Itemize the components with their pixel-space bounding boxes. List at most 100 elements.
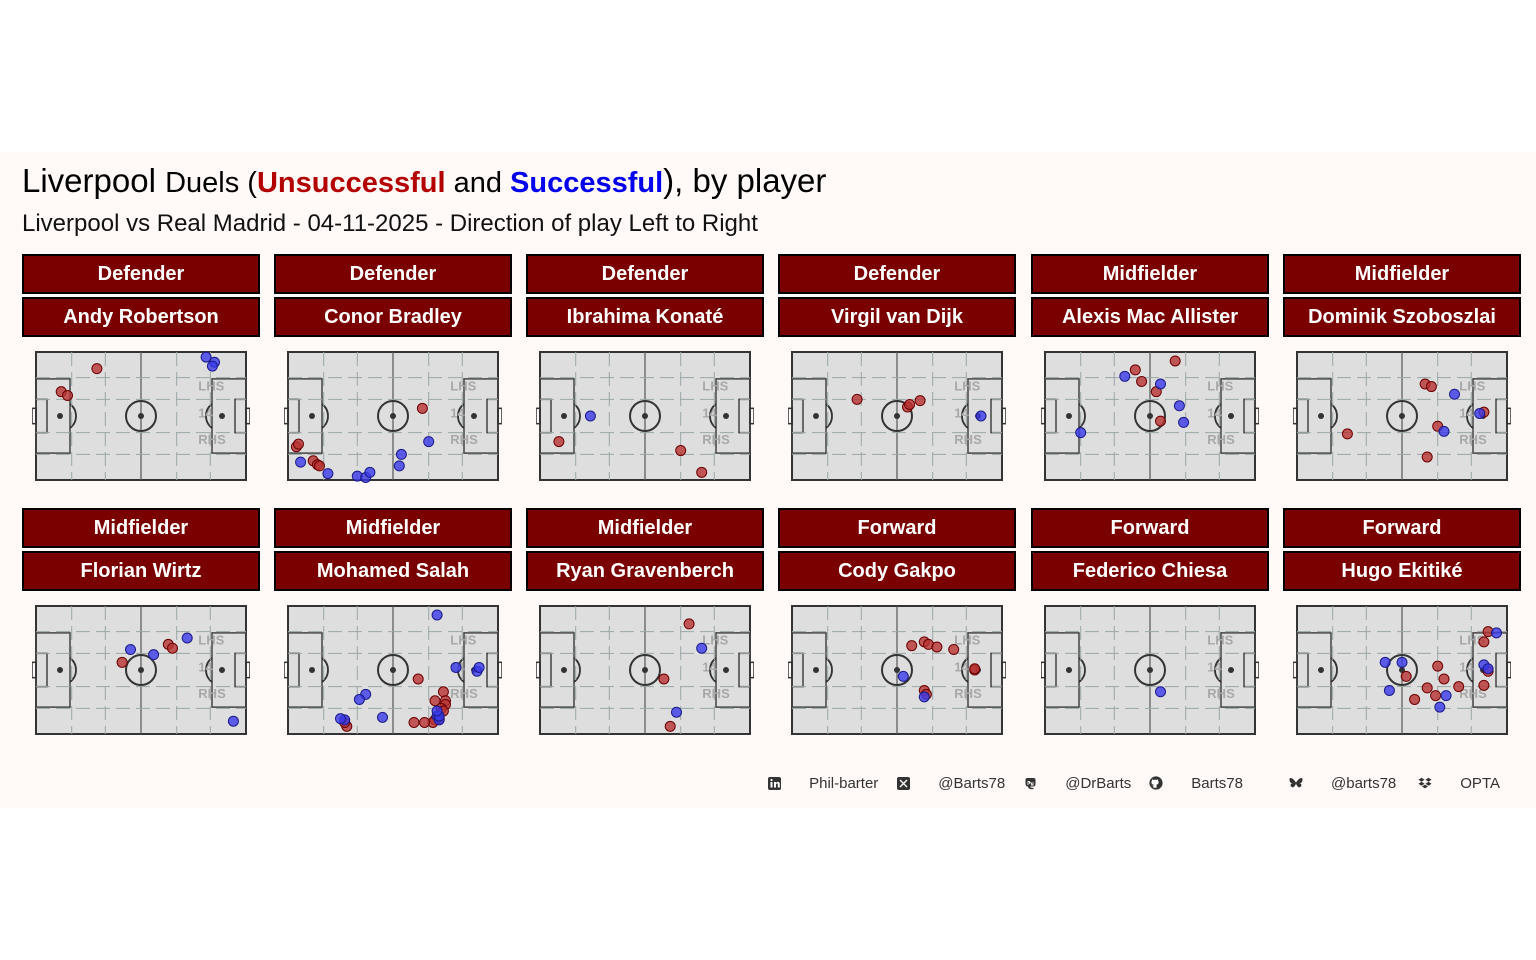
pitch-markings: [1293, 351, 1511, 481]
facet-player-strip: Alexis Mac Allister: [1031, 297, 1269, 337]
duel-point-successful: [897, 670, 909, 682]
facet-position-strip: Midfielder: [526, 508, 764, 548]
duel-point-unsuccessful: [1409, 693, 1421, 705]
duel-point-unsuccessful: [696, 466, 708, 478]
facet-player-strip: Virgil van Dijk: [778, 297, 1016, 337]
facet-position-strip: Forward: [1031, 508, 1269, 548]
channel-label-rhs: RHS: [954, 432, 982, 447]
channel-label-mid: 14: [1207, 405, 1222, 420]
facet-player-strip: Florian Wirtz: [22, 551, 260, 591]
channel-label-mid: 14: [1459, 405, 1474, 420]
duel-point-successful: [1383, 684, 1395, 696]
channel-label-mid: 14: [702, 659, 717, 674]
github-icon[interactable]: [1149, 776, 1163, 790]
facet-position-strip: Midfielder: [1283, 254, 1521, 294]
duel-point-unsuccessful: [664, 720, 676, 732]
duel-point-successful: [335, 713, 346, 725]
title-team: Liverpool: [22, 162, 156, 199]
facet-panel: Forward Cody Gakpo LHS 14 RHS: [778, 508, 1016, 735]
caption-dropbox-text: OPTA: [1460, 774, 1500, 792]
duel-point-unsuccessful: [412, 673, 424, 685]
linkedin-icon[interactable]: [767, 776, 781, 790]
caption-bar: Phil-barter @Barts78 @DrBarts Barts78 @b…: [767, 772, 1500, 794]
channel-label-lhs: LHS: [198, 378, 224, 393]
duel-point-unsuccessful: [1421, 682, 1433, 694]
duel-point-successful: [1482, 663, 1494, 675]
channel-label-lhs: LHS: [954, 378, 980, 393]
channel-label-rhs: RHS: [954, 686, 982, 701]
duel-point-unsuccessful: [904, 398, 916, 410]
pitch-markings: [788, 605, 1006, 735]
channel-label-mid: 14: [1459, 659, 1474, 674]
facet-position-strip: Midfielder: [274, 508, 512, 548]
duel-point-successful: [181, 632, 193, 644]
facet-position-strip: Defender: [274, 254, 512, 294]
duel-point-successful: [1155, 686, 1166, 698]
duel-point-unsuccessful: [1155, 415, 1166, 427]
facet-player-strip: Hugo Ekitiké: [1283, 551, 1521, 591]
title-unsuccessful: Unsuccessful: [256, 167, 446, 199]
duel-point-successful: [227, 715, 239, 727]
duel-point-unsuccessful: [1432, 660, 1444, 672]
caption-x-text: @Barts78: [938, 774, 1006, 792]
duel-point-unsuccessful: [851, 393, 863, 405]
duel-point-successful: [1379, 656, 1391, 668]
pitch-markings: [788, 351, 1006, 481]
title-and: and: [445, 167, 511, 199]
channel-label-rhs: RHS: [1459, 686, 1487, 701]
caption-bluesky-text: @barts78: [1331, 774, 1397, 792]
channel-label-rhs: RHS: [450, 686, 478, 701]
duel-point-successful: [1491, 627, 1502, 639]
duel-point-successful: [395, 448, 407, 460]
duel-point-successful: [148, 649, 160, 661]
facet-position-strip: Defender: [778, 254, 1016, 294]
duel-point-unsuccessful: [437, 686, 449, 698]
duel-point-successful: [1075, 427, 1087, 439]
duel-point-unsuccessful: [1453, 681, 1465, 693]
facet-position-strip: Forward: [1283, 508, 1521, 548]
channel-label-lhs: LHS: [1459, 378, 1485, 393]
facet-player-strip: Mohamed Salah: [274, 551, 512, 591]
x-twitter-icon[interactable]: [896, 776, 910, 790]
pitch-markings: [1041, 605, 1259, 735]
duel-point-successful: [125, 644, 136, 656]
bluesky-icon[interactable]: [1289, 776, 1303, 790]
chart-subtitle: Liverpool vs Real Madrid - 04-11-2025 - …: [22, 210, 758, 237]
duel-point-successful: [1173, 400, 1185, 412]
facet-position-strip: Midfielder: [22, 508, 260, 548]
duel-point-successful: [353, 693, 365, 705]
duel-point-unsuccessful: [1430, 690, 1442, 702]
pitch-markings: [1041, 351, 1259, 481]
channel-label-lhs: LHS: [1207, 378, 1233, 393]
channel-label-rhs: RHS: [198, 432, 226, 447]
duel-point-successful: [295, 456, 307, 468]
channel-label-mid: 14: [198, 405, 213, 420]
facet-position-strip: Midfielder: [1031, 254, 1269, 294]
duel-point-unsuccessful: [683, 618, 695, 630]
facet-panel: Defender Virgil van Dijk LHS 14 RHS: [778, 254, 1016, 481]
channel-label-mid: 14: [702, 405, 717, 420]
duel-point-successful: [918, 691, 930, 703]
duel-point-successful: [696, 642, 708, 654]
pitch-markings: [536, 605, 754, 735]
channel-label-rhs: RHS: [702, 686, 730, 701]
duel-point-successful: [671, 706, 682, 718]
duel-point-unsuccessful: [948, 644, 960, 656]
pitch-markings: [536, 351, 754, 481]
channel-label-rhs: RHS: [450, 432, 478, 447]
duel-point-unsuccessful: [167, 642, 178, 654]
channel-label-lhs: LHS: [954, 632, 980, 647]
dropbox-icon[interactable]: [1418, 776, 1432, 790]
duel-point-successful: [1119, 370, 1131, 382]
duel-point-unsuccessful: [1425, 381, 1437, 393]
duel-point-successful: [431, 609, 443, 621]
title-successful: Successful: [510, 167, 664, 199]
channel-label-lhs: LHS: [198, 632, 224, 647]
mastodon-icon[interactable]: [1023, 776, 1037, 790]
